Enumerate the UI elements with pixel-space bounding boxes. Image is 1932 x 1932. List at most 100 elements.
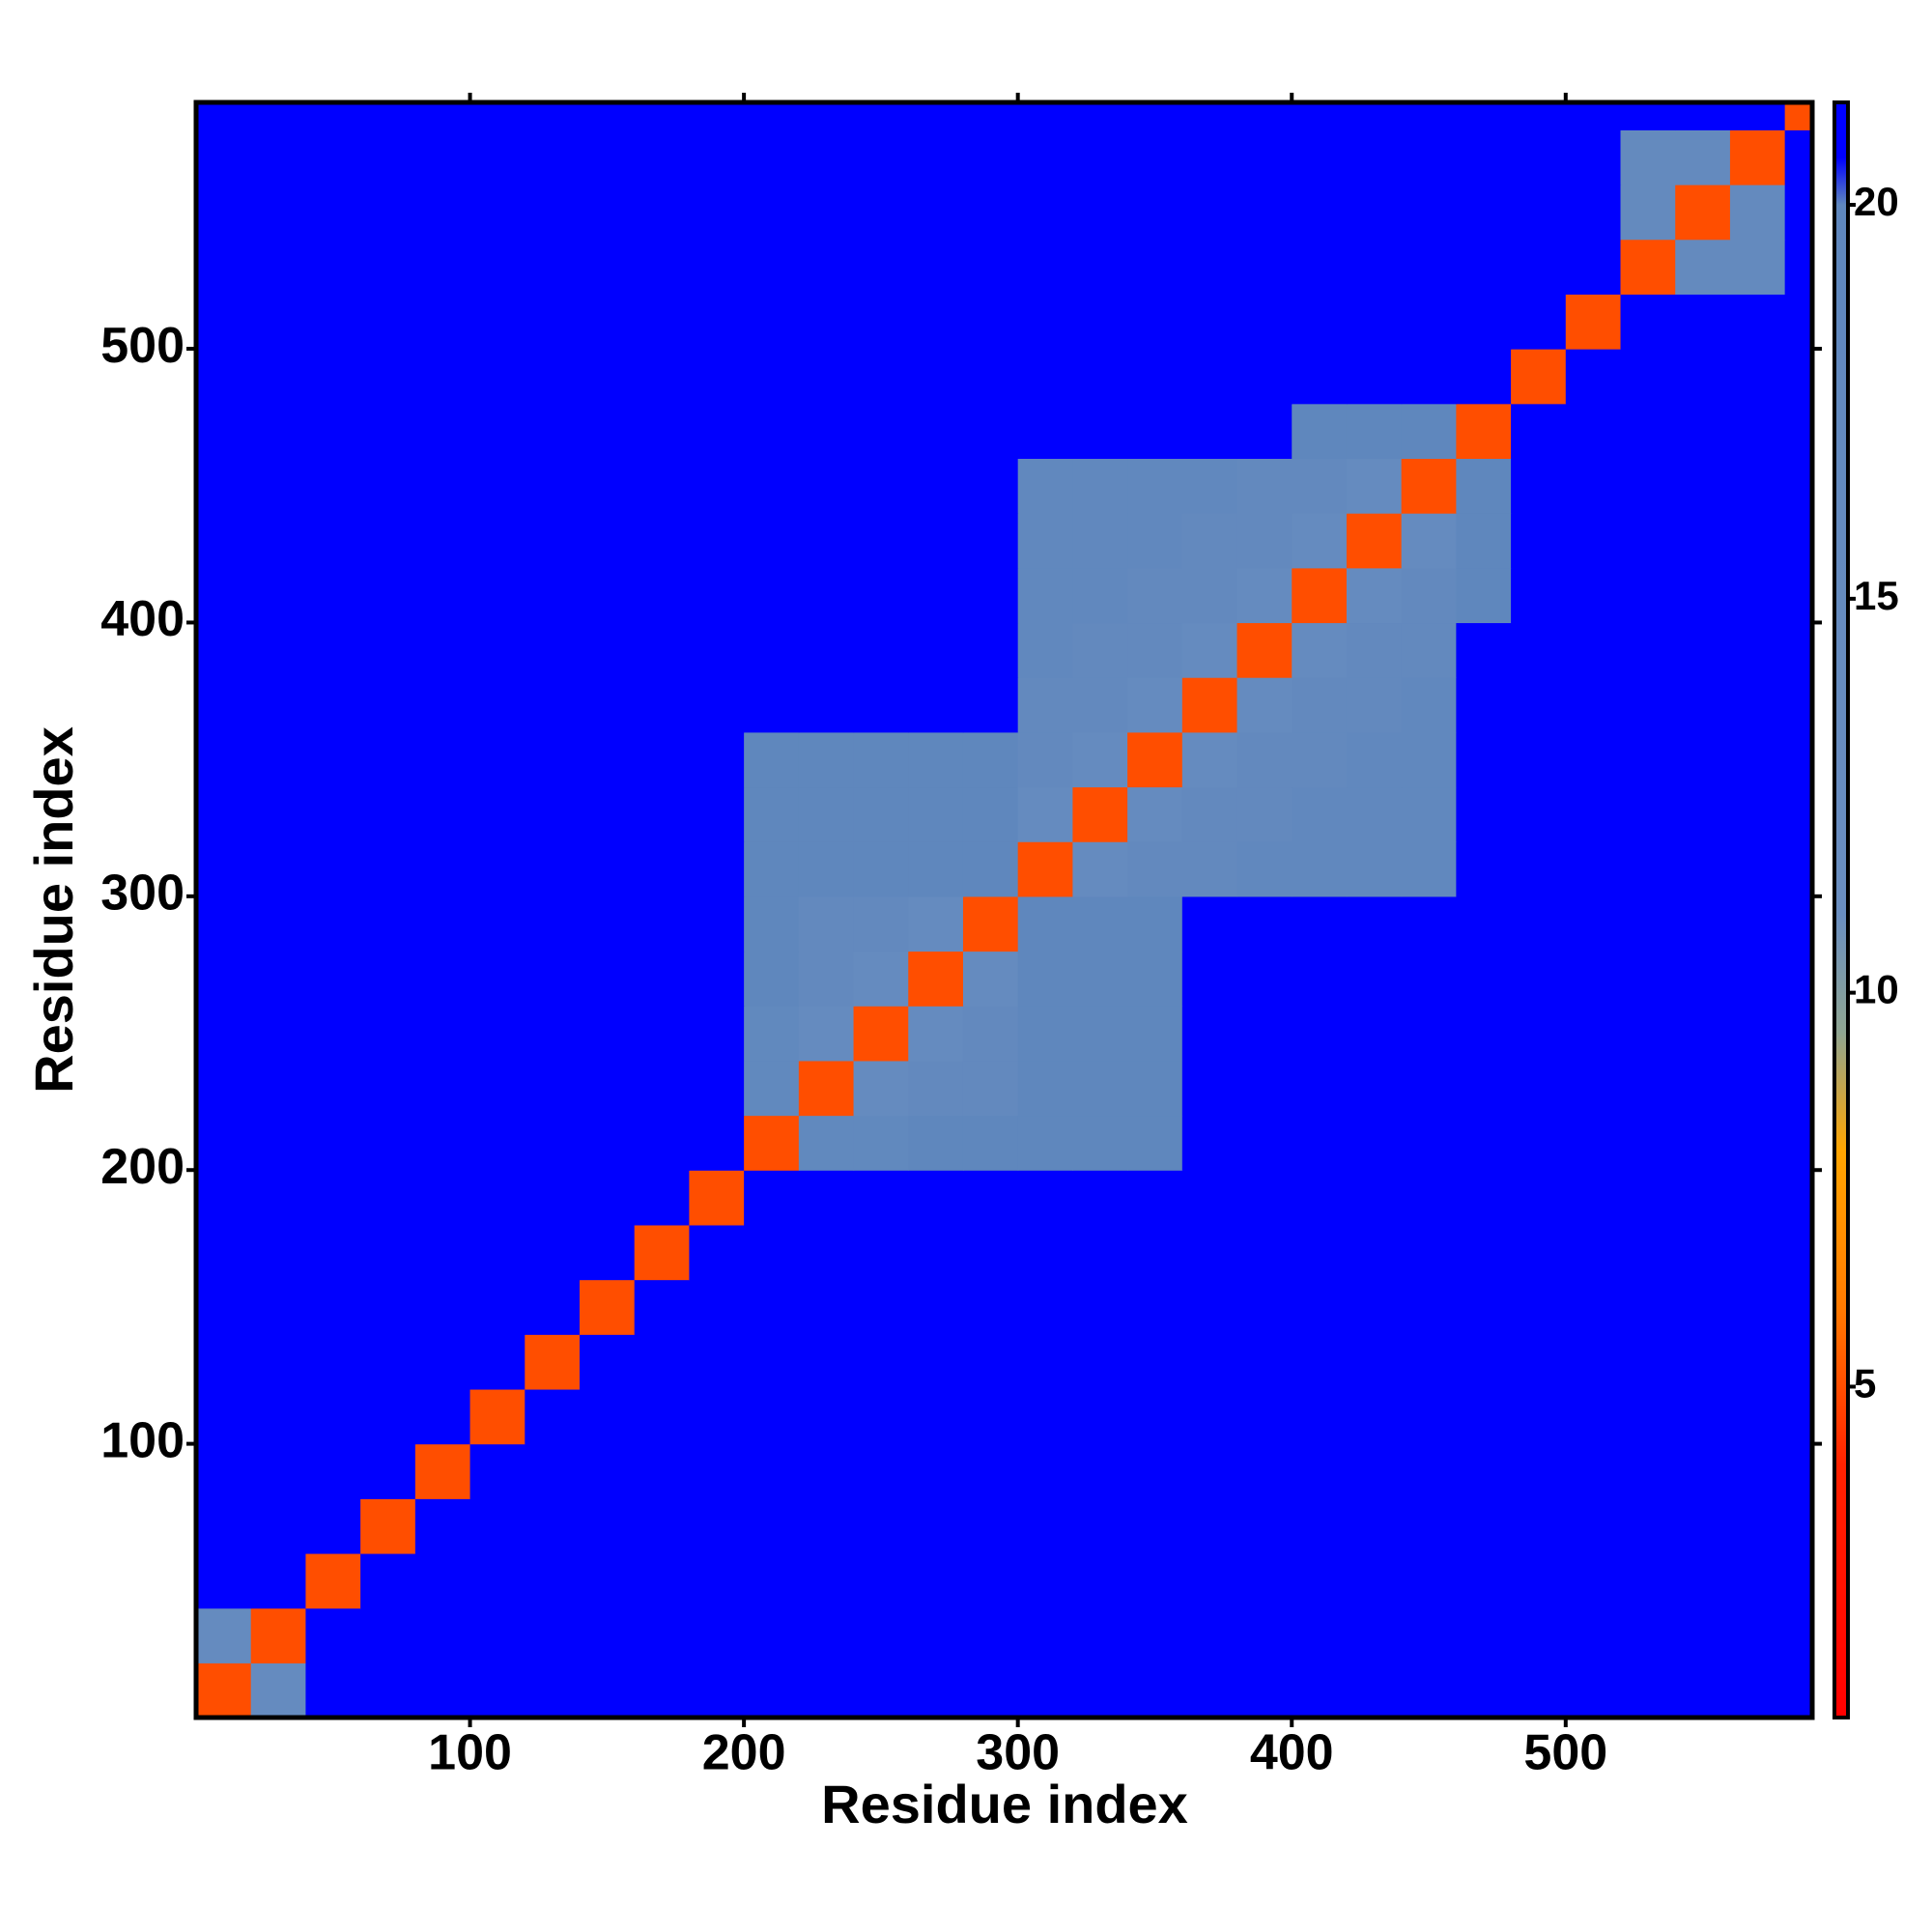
heatmap-cell	[1017, 567, 1073, 624]
heatmap-cell	[1511, 567, 1567, 624]
heatmap-cell	[469, 1115, 526, 1171]
heatmap-cell	[962, 403, 1019, 460]
heatmap-cell	[908, 622, 964, 678]
heatmap-cell	[196, 513, 252, 569]
heatmap-cell	[1017, 1388, 1073, 1445]
heatmap-cell	[1181, 129, 1238, 185]
heatmap-cell	[1346, 895, 1403, 952]
heatmap-cell	[196, 185, 252, 241]
heatmap-cell	[1127, 895, 1183, 952]
heatmap-cell	[1181, 786, 1238, 842]
heatmap-cell	[1675, 677, 1731, 733]
heatmap-cell	[908, 1006, 964, 1062]
heatmap-cell	[525, 294, 581, 350]
heatmap-cell	[1675, 1607, 1731, 1663]
heatmap-cell	[1292, 185, 1348, 241]
heatmap-cell	[1127, 239, 1183, 295]
heatmap-cell	[744, 239, 800, 295]
heatmap-cell	[1729, 677, 1786, 733]
heatmap-cell	[1236, 129, 1293, 185]
heatmap-cell	[305, 786, 361, 842]
heatmap-cell	[1346, 239, 1403, 295]
heatmap-cell	[250, 951, 307, 1007]
heatmap-cell	[1346, 129, 1403, 185]
heatmap-cell	[853, 1170, 909, 1226]
heatmap-cell	[634, 513, 691, 569]
heatmap-cell	[798, 294, 855, 350]
heatmap-cell	[1565, 513, 1622, 569]
heatmap-cell	[196, 1279, 252, 1335]
heatmap-cell	[469, 239, 526, 295]
y-tick-label: 300	[100, 866, 185, 922]
heatmap-cell	[414, 513, 471, 569]
heatmap-cell	[634, 731, 691, 788]
heatmap-cell	[469, 1279, 526, 1335]
heatmap-cell	[1675, 1443, 1731, 1499]
heatmap-cell	[1292, 102, 1348, 130]
heatmap-cell	[1729, 1552, 1786, 1609]
heatmap-cell	[1784, 1607, 1813, 1663]
heatmap-cell	[853, 403, 909, 460]
heatmap-cell	[1017, 458, 1073, 514]
heatmap-cell	[414, 895, 471, 952]
heatmap-cell	[1675, 1498, 1731, 1554]
heatmap-cell	[1729, 129, 1786, 185]
heatmap-cell	[579, 786, 636, 842]
heatmap-cell	[853, 1388, 909, 1445]
heatmap-cell	[1181, 349, 1238, 405]
heatmap-cell	[1675, 185, 1731, 241]
heatmap-cell	[525, 349, 581, 405]
heatmap-cell	[798, 1224, 855, 1281]
heatmap-cell	[305, 1115, 361, 1171]
heatmap-cell	[579, 1388, 636, 1445]
heatmap-cell	[1346, 951, 1403, 1007]
heatmap-cell	[360, 185, 416, 241]
heatmap-cell	[634, 1279, 691, 1335]
heatmap-cell	[689, 403, 745, 460]
heatmap-cell	[1784, 129, 1813, 185]
heatmap-cell	[414, 1443, 471, 1499]
heatmap-cell	[1236, 294, 1293, 350]
heatmap-cell	[962, 786, 1019, 842]
heatmap-cell	[962, 951, 1019, 1007]
heatmap-cell	[1127, 731, 1183, 788]
heatmap-cell	[1456, 1443, 1512, 1499]
heatmap-cell	[250, 1170, 307, 1226]
heatmap-cell	[1401, 951, 1457, 1007]
heatmap-cell	[250, 129, 307, 185]
heatmap-cell	[579, 895, 636, 952]
heatmap-cell	[744, 622, 800, 678]
heatmap-cell	[579, 1552, 636, 1609]
heatmap-cell	[689, 458, 745, 514]
heatmap-cell	[853, 458, 909, 514]
heatmap-cell	[1675, 1662, 1731, 1719]
heatmap-cell	[250, 239, 307, 295]
heatmap-cell	[469, 731, 526, 788]
heatmap-cell	[689, 677, 745, 733]
heatmap-cell	[1675, 1115, 1731, 1171]
heatmap-cell	[579, 294, 636, 350]
y-tick-label: 500	[100, 318, 185, 374]
heatmap-cell	[579, 349, 636, 405]
heatmap-cell	[1511, 895, 1567, 952]
heatmap-cell	[1346, 731, 1403, 788]
heatmap-cell	[689, 951, 745, 1007]
heatmap-cell	[853, 185, 909, 241]
heatmap-cell	[1181, 567, 1238, 624]
heatmap-cell	[1346, 786, 1403, 842]
heatmap-cell	[908, 349, 964, 405]
heatmap-cell	[1072, 1006, 1128, 1062]
heatmap-cell	[1346, 1115, 1403, 1171]
heatmap-cell	[1181, 677, 1238, 733]
heatmap-cell	[908, 1388, 964, 1445]
heatmap-cell	[1346, 1498, 1403, 1554]
heatmap-cell	[1292, 1498, 1348, 1554]
heatmap-cell	[798, 1498, 855, 1554]
heatmap-cell	[1346, 1662, 1403, 1719]
heatmap-cell	[469, 1498, 526, 1554]
heatmap-cell	[634, 239, 691, 295]
heatmap-cell	[469, 294, 526, 350]
heatmap-cell	[1729, 403, 1786, 460]
heatmap-cell	[1072, 567, 1128, 624]
heatmap-cell	[908, 458, 964, 514]
